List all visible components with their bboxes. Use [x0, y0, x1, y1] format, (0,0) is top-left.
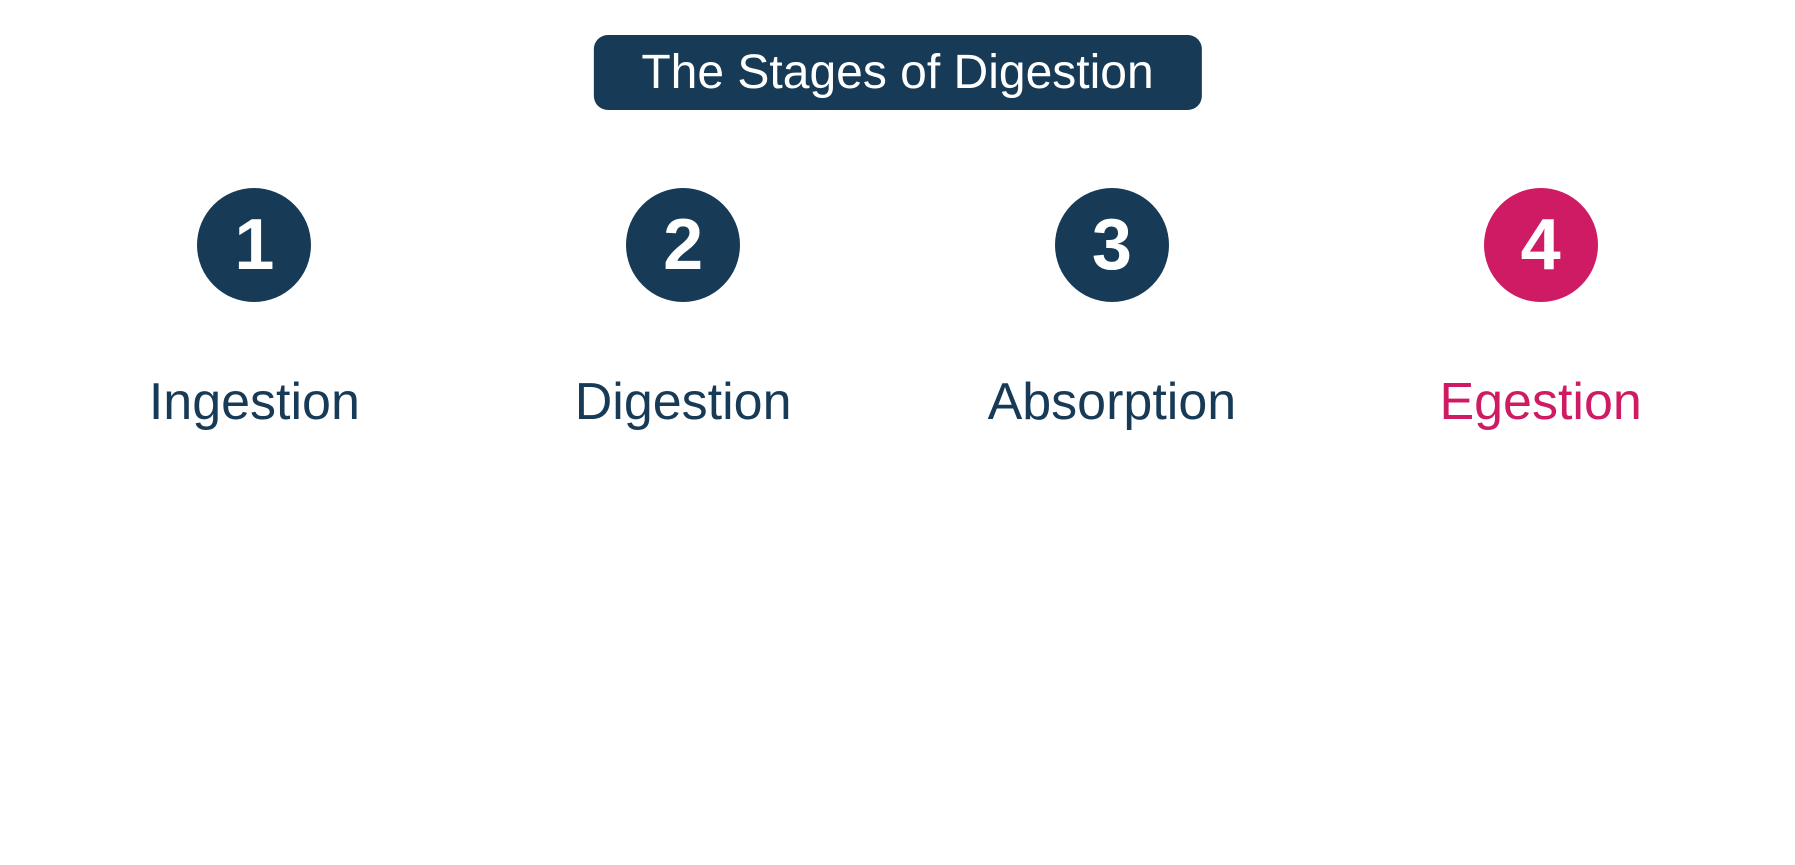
stage-2-label: Digestion: [575, 372, 792, 432]
stages-row: 1 Ingestion 2 Digestion 3 Absorption 4 E…: [0, 188, 1795, 432]
stage-2: 2 Digestion: [513, 188, 853, 432]
stage-4: 4 Egestion: [1371, 188, 1711, 432]
page-title: The Stages of Digestion: [593, 35, 1201, 110]
stage-3-number-circle: 3: [1055, 188, 1169, 302]
stage-2-number-circle: 2: [626, 188, 740, 302]
stage-1-number-circle: 1: [197, 188, 311, 302]
stage-3: 3 Absorption: [942, 188, 1282, 432]
stage-3-label: Absorption: [988, 372, 1237, 432]
stage-4-number-circle: 4: [1484, 188, 1598, 302]
stage-4-label: Egestion: [1439, 372, 1641, 432]
stage-1: 1 Ingestion: [84, 188, 424, 432]
stage-1-label: Ingestion: [149, 372, 360, 432]
